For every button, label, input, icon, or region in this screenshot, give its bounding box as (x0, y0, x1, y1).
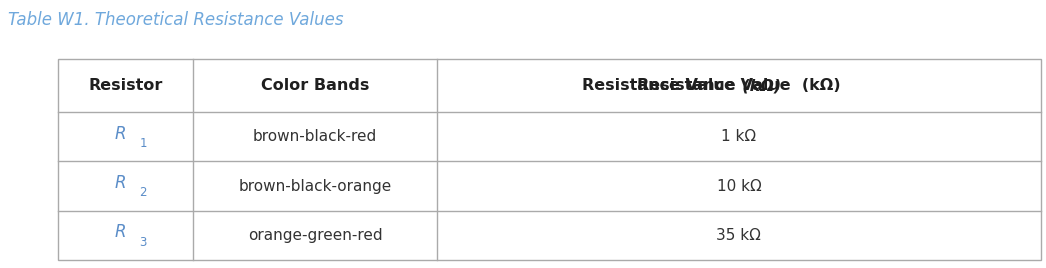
Text: brown-black-red: brown-black-red (253, 129, 378, 144)
Text: orange-green-red: orange-green-red (248, 228, 383, 243)
Text: Table W1. Theoretical Resistance Values: Table W1. Theoretical Resistance Values (8, 11, 344, 29)
Text: Color Bands: Color Bands (260, 78, 369, 93)
Text: Resistance Value: Resistance Value (582, 78, 738, 93)
Text: R: R (114, 174, 126, 192)
Text: (kΩ): (kΩ) (738, 78, 781, 93)
Text: 10 kΩ: 10 kΩ (717, 178, 761, 193)
Text: 1 kΩ: 1 kΩ (722, 129, 756, 144)
Text: 35 kΩ: 35 kΩ (717, 228, 761, 243)
Text: Resistor: Resistor (88, 78, 162, 93)
Text: R: R (114, 223, 126, 241)
Text: R: R (114, 125, 126, 143)
Text: 2: 2 (139, 186, 146, 199)
Text: 3: 3 (139, 236, 146, 248)
Text: Resistance Value  (kΩ): Resistance Value (kΩ) (637, 78, 841, 93)
Text: 1: 1 (139, 137, 146, 150)
Text: brown-black-orange: brown-black-orange (238, 178, 392, 193)
Bar (58, 59, 1041, 260)
